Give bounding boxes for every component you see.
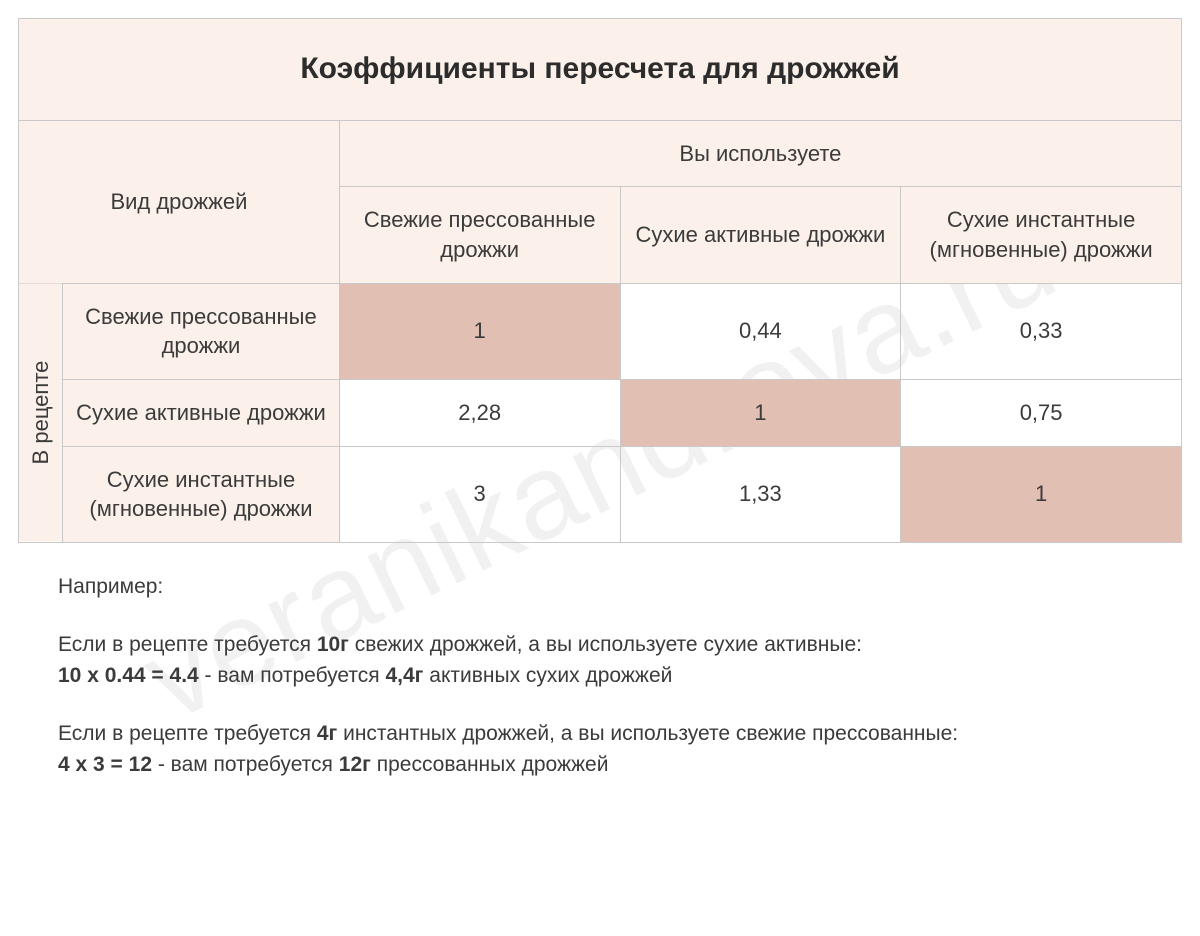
cell-2-1: 1,33	[620, 446, 901, 542]
cell-1-2: 0,75	[901, 379, 1182, 446]
ex2-l1-a: Если в рецепте требуется	[58, 722, 317, 745]
cell-0-1: 0,44	[620, 283, 901, 379]
ex1-l1-a: Если в рецепте требуется	[58, 633, 317, 656]
ex1-l2-c: 4,4г	[385, 664, 423, 687]
data-row-0: В рецепте Свежие прессованные дрожжи 1 0…	[19, 283, 1182, 379]
row-header-0: Свежие прессованные дрожжи	[63, 283, 340, 379]
cell-0-0: 1	[339, 283, 620, 379]
ex1-l2-d: активных сухих дрожжей	[423, 664, 672, 687]
example-2: Если в рецепте требуется 4г инстантных д…	[58, 718, 1142, 781]
example-1: Если в рецепте требуется 10г свежих дрож…	[58, 629, 1142, 692]
ex1-l1-b: 10г	[317, 633, 349, 656]
header-row-1: Вид дрожжей Вы используете	[19, 120, 1182, 187]
cell-0-2: 0,33	[901, 283, 1182, 379]
ex2-l2-b: - вам потребуется	[152, 753, 339, 776]
ex2-l2-c: 12г	[339, 753, 371, 776]
title-row: Коэффициенты пересчета для дрожжей	[19, 19, 1182, 121]
row-header-1: Сухие активные дрожжи	[63, 379, 340, 446]
data-row-1: Сухие активные дрожжи 2,28 1 0,75	[19, 379, 1182, 446]
cell-2-2: 1	[901, 446, 1182, 542]
col-header-2: Сухие инстантные (мгновенные) дрожжи	[901, 187, 1182, 283]
conversion-table: Коэффициенты пересчета для дрожжей Вид д…	[18, 18, 1182, 543]
ex2-l2-d: прессованных дрожжей	[371, 753, 609, 776]
example-notes: Например: Если в рецепте требуется 10г с…	[18, 543, 1182, 781]
ex2-l2-a: 4 x 3 = 12	[58, 753, 152, 776]
col-group-label: Вы используете	[339, 120, 1181, 187]
col-header-0: Свежие прессованные дрожжи	[339, 187, 620, 283]
cell-2-0: 3	[339, 446, 620, 542]
ex1-l2-a: 10 x 0.44 = 4.4	[58, 664, 199, 687]
page: veranikandrova.ru Коэффициенты пересчета…	[0, 0, 1200, 936]
cell-1-1: 1	[620, 379, 901, 446]
row-header-2: Сухие инстантные (мгновенные) дрожжи	[63, 446, 340, 542]
cell-1-0: 2,28	[339, 379, 620, 446]
side-label: В рецепте	[19, 283, 63, 542]
col-header-1: Сухие активные дрожжи	[620, 187, 901, 283]
notes-intro: Например:	[58, 571, 1142, 603]
table-title: Коэффициенты пересчета для дрожжей	[19, 19, 1182, 121]
ex1-l2-b: - вам потребуется	[199, 664, 386, 687]
ex2-l1-c: инстантных дрожжей, а вы используете све…	[337, 722, 958, 745]
ex2-l1-b: 4г	[317, 722, 337, 745]
data-row-2: Сухие инстантные (мгновенные) дрожжи 3 1…	[19, 446, 1182, 542]
row-group-label: Вид дрожжей	[19, 120, 340, 283]
ex1-l1-c: свежих дрожжей, а вы используете сухие а…	[349, 633, 862, 656]
